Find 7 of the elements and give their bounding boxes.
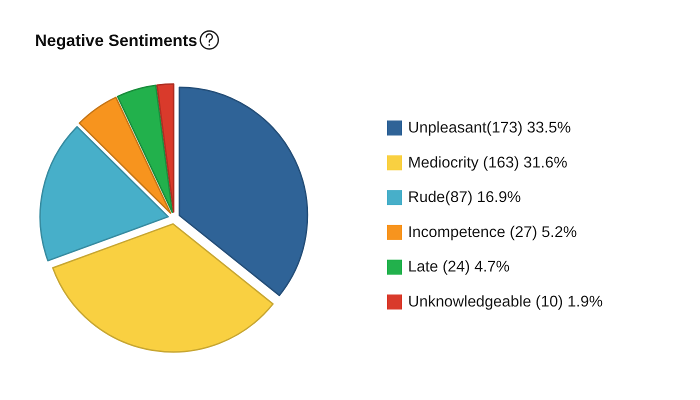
legend-label: Mediocrity (163) 31.6% [408,154,568,172]
chart-title: Negative Sentiments [35,32,198,50]
legend-label: Late (24) 4.7% [408,258,510,276]
legend-label: Unknowledgeable (10) 1.9% [408,294,603,310]
legend-label: Incompetence (27) 5.2% [408,224,578,241]
legend-label: Rude(87) 16.9% [408,189,522,206]
legend-label: Unpleasant(173) 33.5% [408,120,572,136]
